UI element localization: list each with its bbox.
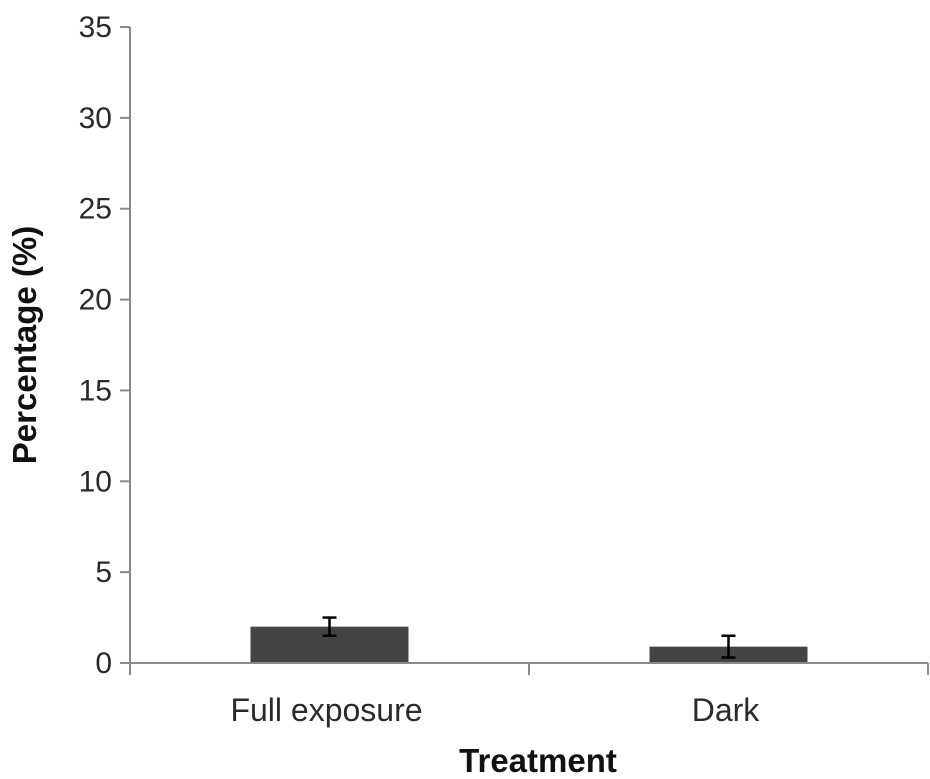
y-axis-ticks: 0 5 10 15 20 25 30 35 (79, 11, 130, 680)
y-axis-title: Percentage (%) (6, 226, 43, 464)
y-tick-label: 10 (79, 465, 112, 498)
y-tick-label: 30 (79, 102, 112, 135)
category-labels: Full exposure Dark (230, 692, 760, 728)
x-axis-title: Treatment (459, 742, 617, 779)
error-bars (322, 616, 736, 659)
category-label: Dark (692, 692, 761, 728)
y-tick-label: 20 (79, 284, 112, 317)
y-tick-label: 35 (79, 11, 112, 44)
y-tick-label: 15 (79, 374, 112, 407)
y-tick-label: 5 (95, 556, 112, 589)
category-label: Full exposure (230, 692, 422, 728)
y-tick-label: 25 (79, 193, 112, 226)
y-tick-label: 0 (95, 647, 112, 680)
x-axis-ticks (129, 663, 929, 675)
